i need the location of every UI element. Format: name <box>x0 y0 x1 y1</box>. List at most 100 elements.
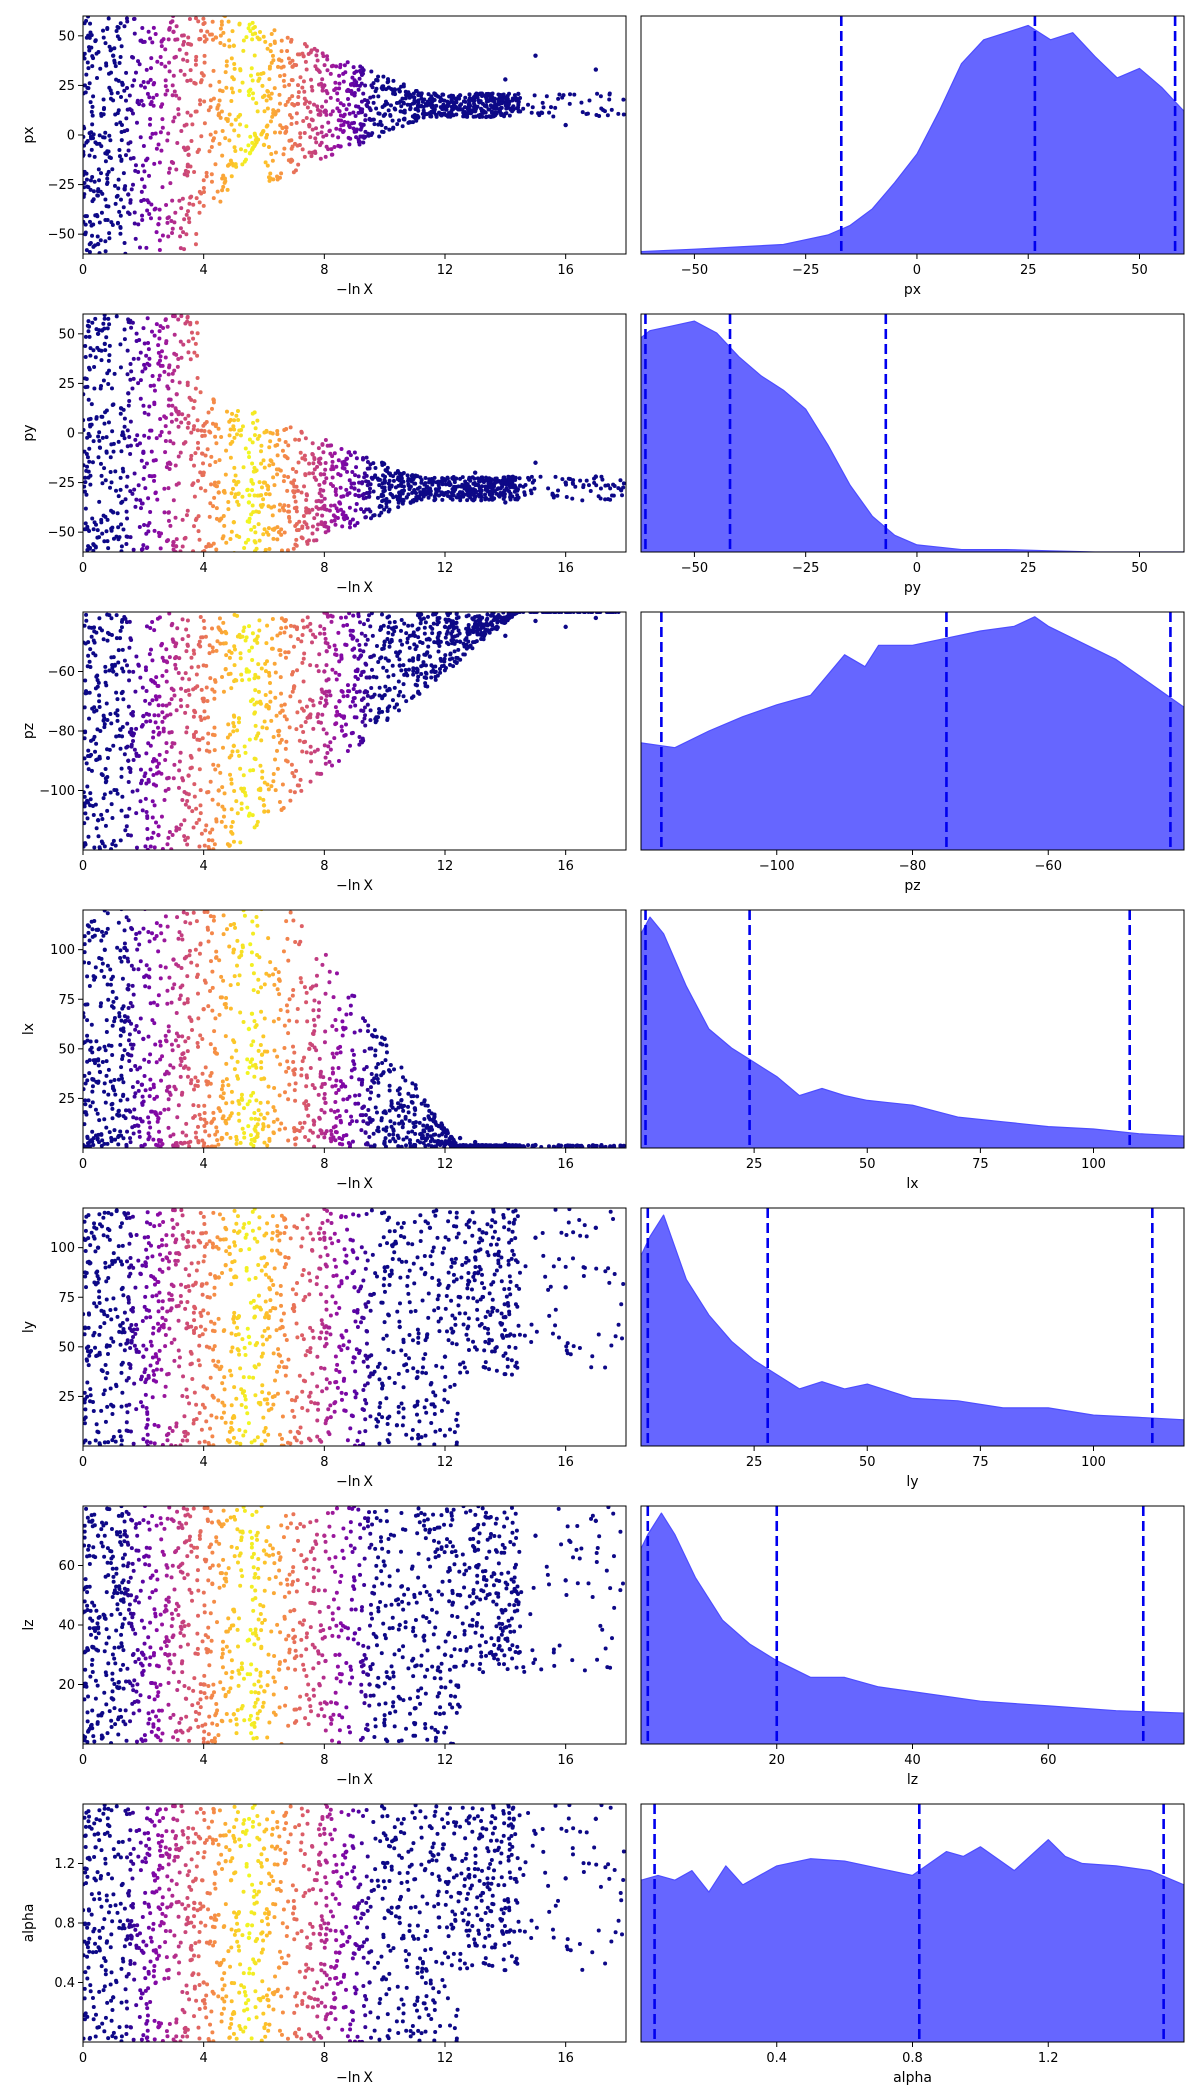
sample-point <box>158 130 163 135</box>
sample-point <box>308 715 313 720</box>
sample-point <box>170 231 175 236</box>
sample-point <box>293 437 298 442</box>
sample-point <box>182 217 187 222</box>
x-axis-label: px <box>904 282 921 298</box>
sample-point <box>294 111 299 116</box>
sample-point <box>108 96 113 101</box>
sample-point <box>203 634 208 639</box>
sample-point <box>229 491 234 496</box>
sample-point <box>204 685 209 690</box>
sample-point <box>257 480 262 485</box>
sample-point <box>433 677 438 682</box>
sample-point <box>344 487 349 492</box>
sample-point <box>108 967 113 972</box>
sample-point <box>290 64 295 69</box>
sample-point <box>239 147 244 152</box>
sample-point <box>262 109 267 114</box>
sample-point <box>146 29 151 34</box>
sample-point <box>109 480 114 485</box>
sample-point <box>180 412 185 417</box>
sample-point <box>161 658 166 663</box>
sample-point <box>481 622 486 627</box>
sample-point <box>297 699 302 704</box>
sample-point <box>151 383 156 388</box>
sample-point <box>300 85 305 90</box>
sample-point <box>206 108 211 113</box>
sample-point <box>183 440 188 445</box>
sample-point <box>360 719 365 724</box>
sample-point <box>279 38 284 43</box>
sample-point <box>198 98 203 103</box>
sample-point <box>416 690 421 695</box>
sample-point <box>138 498 143 503</box>
sample-point <box>423 481 428 486</box>
sample-point <box>328 482 333 487</box>
sample-point <box>479 498 484 503</box>
sample-point <box>189 330 194 335</box>
sample-point <box>272 504 277 509</box>
sample-point <box>271 108 276 113</box>
sample-point <box>456 647 461 652</box>
sample-point <box>322 479 327 484</box>
sample-point <box>176 454 181 459</box>
sample-point <box>83 192 87 197</box>
sample-point <box>347 102 352 107</box>
sample-point <box>84 177 89 182</box>
sample-point <box>279 171 284 176</box>
sample-point <box>323 755 328 760</box>
sample-point <box>302 453 307 458</box>
data-point <box>322 1096 327 1101</box>
sample-point <box>297 437 302 442</box>
sample-point <box>499 101 504 106</box>
sample-point <box>229 650 234 655</box>
sample-point <box>88 803 93 808</box>
sample-point <box>100 328 105 333</box>
sample-point <box>114 672 119 677</box>
sample-point <box>432 107 437 112</box>
sample-point <box>238 68 243 73</box>
sample-point <box>348 453 353 458</box>
sample-point <box>259 71 264 76</box>
sample-point <box>281 64 286 69</box>
sample-point <box>169 730 174 735</box>
sample-point <box>330 475 335 480</box>
sample-point <box>301 679 306 684</box>
sample-point <box>224 85 229 90</box>
sample-point <box>362 716 367 721</box>
sample-point <box>466 639 471 644</box>
sample-point <box>336 630 341 635</box>
sample-point <box>198 615 203 620</box>
sample-point <box>290 144 295 149</box>
sample-point <box>114 488 119 493</box>
sample-point <box>240 494 245 499</box>
sample-point <box>411 630 416 635</box>
sample-point <box>193 386 198 391</box>
sample-point <box>125 516 130 521</box>
sample-point <box>366 133 371 138</box>
sample-point <box>112 788 117 793</box>
sample-point <box>484 103 489 108</box>
sample-point <box>304 704 309 709</box>
data-point <box>231 743 237 749</box>
axes-frame <box>82 611 627 851</box>
sample-point <box>301 513 306 518</box>
sample-point <box>165 384 170 389</box>
plot-area <box>641 314 1184 552</box>
sample-point <box>151 729 156 734</box>
sample-point <box>276 108 281 113</box>
sample-point <box>241 48 246 53</box>
sample-point <box>550 492 555 497</box>
sample-point <box>454 612 459 617</box>
sample-point <box>216 103 221 108</box>
sample-point <box>247 648 252 653</box>
sample-point <box>301 625 306 630</box>
sample-point <box>240 162 245 167</box>
sample-point <box>392 620 397 625</box>
sample-point <box>180 517 185 522</box>
sample-point <box>315 104 320 109</box>
sample-point <box>83 841 88 846</box>
sample-point <box>330 454 335 459</box>
sample-point <box>308 628 313 633</box>
sample-point <box>347 111 352 116</box>
sample-point <box>202 34 207 39</box>
